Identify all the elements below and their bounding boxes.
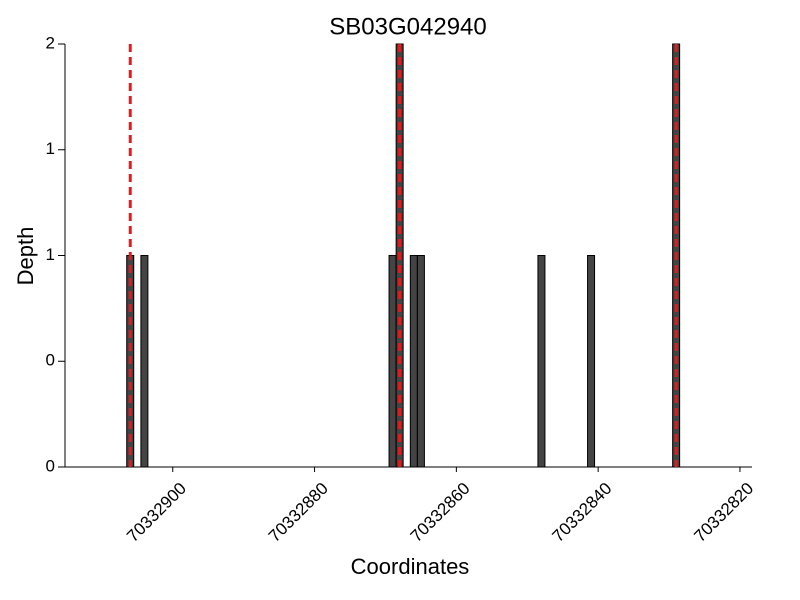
bar xyxy=(537,255,546,468)
x-tick-label: 70332880 xyxy=(265,479,332,546)
bar xyxy=(409,255,418,468)
bar xyxy=(140,255,149,468)
y-axis-label: Depth xyxy=(13,227,38,286)
x-tick-label: 70332900 xyxy=(123,479,190,546)
y-tick-label: 1 xyxy=(46,139,55,158)
y-tick-label: 2 xyxy=(46,33,55,52)
chart-title: SB03G042940 xyxy=(329,13,486,40)
x-tick-label: 70332840 xyxy=(549,479,616,546)
y-tick-label: 0 xyxy=(46,351,55,370)
x-tick-label: 70332820 xyxy=(690,479,757,546)
y-tick-label: 1 xyxy=(46,245,55,264)
bar xyxy=(587,255,596,468)
x-axis-label: Coordinates xyxy=(351,554,470,579)
bar xyxy=(416,255,425,468)
bar xyxy=(388,255,397,468)
x-tick-label: 70332860 xyxy=(407,479,474,546)
y-tick-label: 0 xyxy=(46,456,55,475)
